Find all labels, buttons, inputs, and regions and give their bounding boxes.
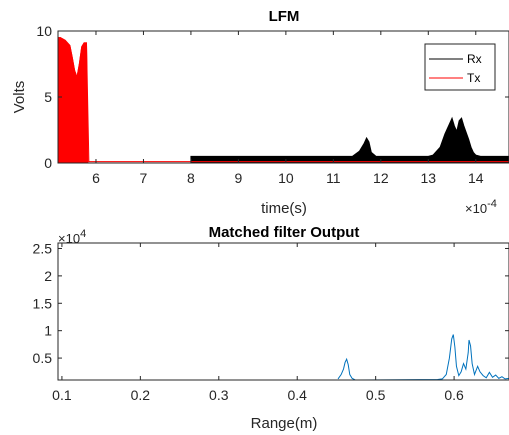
legend-label-rx: Rx (467, 52, 482, 66)
legend-label-tx: Tx (467, 71, 480, 85)
y-axis: 0.5 1 1.5 2 2.5 (33, 240, 509, 366)
x-tick-label: 0.2 (131, 387, 151, 403)
series-rx-envelope (190, 116, 509, 164)
x-tick-label: 0.1 (52, 387, 72, 403)
x-axis-label: Range(m) (251, 415, 318, 432)
y-tick-label: 0 (44, 155, 52, 171)
exponent-base: ×10 (465, 201, 487, 216)
y-axis: 0 5 10 (36, 23, 509, 171)
x-tick-label: 7 (140, 170, 148, 186)
chart-lfm: LFM 0 5 10 6 7 8 9 10 11 12 13 14 Volts time(s) ×1… (11, 8, 509, 217)
x-axis-exponent: ×10-4 (465, 198, 497, 216)
y-tick-label: 2 (44, 268, 52, 284)
x-tick-label: 0.4 (287, 387, 307, 403)
exponent-power: -4 (487, 198, 497, 210)
y-axis-label: Volts (11, 81, 28, 114)
legend: Rx Tx (424, 43, 496, 91)
y-tick-label: 1 (44, 323, 52, 339)
legend-box (424, 43, 496, 91)
x-tick-label: 9 (235, 170, 243, 186)
exponent-power: 4 (80, 228, 86, 240)
x-tick-label: 0.5 (366, 387, 386, 403)
plot-area (337, 334, 509, 381)
x-tick-label: 11 (326, 170, 341, 186)
series-tx-line (58, 37, 509, 163)
chart-title: Matched filter Output (209, 224, 360, 241)
y-axis-exponent: ×104 (58, 228, 86, 246)
y-tick-label: 5 (44, 89, 52, 105)
y-tick-label: 2.5 (33, 240, 53, 256)
x-tick-label: 14 (468, 170, 484, 186)
x-tick-label: 12 (373, 170, 389, 186)
plot-area (57, 37, 509, 164)
y-tick-label: 0.5 (33, 350, 53, 366)
x-tick-label: 10 (278, 170, 294, 186)
x-axis-label: time(s) (261, 200, 307, 217)
series-tx-fill (57, 37, 89, 164)
x-tick-label: 8 (187, 170, 195, 186)
x-tick-label: 6 (92, 170, 100, 186)
x-tick-label: 13 (421, 170, 437, 186)
series-output-line (337, 334, 509, 381)
x-axis: 0.1 0.2 0.3 0.4 0.5 0.6 (52, 243, 464, 403)
x-tick-label: 0.6 (444, 387, 464, 403)
y-tick-label: 1.5 (33, 295, 53, 311)
x-tick-label: 0.3 (209, 387, 229, 403)
exponent-base: ×10 (58, 231, 80, 246)
x-axis: 6 7 8 9 10 11 12 13 14 (92, 31, 484, 186)
axes-box (57, 242, 509, 381)
chart-title: LFM (269, 8, 300, 25)
chart-matched-filter: Matched filter Output 0.5 1 1.5 2 2.5 0.1 0.2… (33, 224, 509, 432)
y-tick-label: 10 (36, 23, 52, 39)
